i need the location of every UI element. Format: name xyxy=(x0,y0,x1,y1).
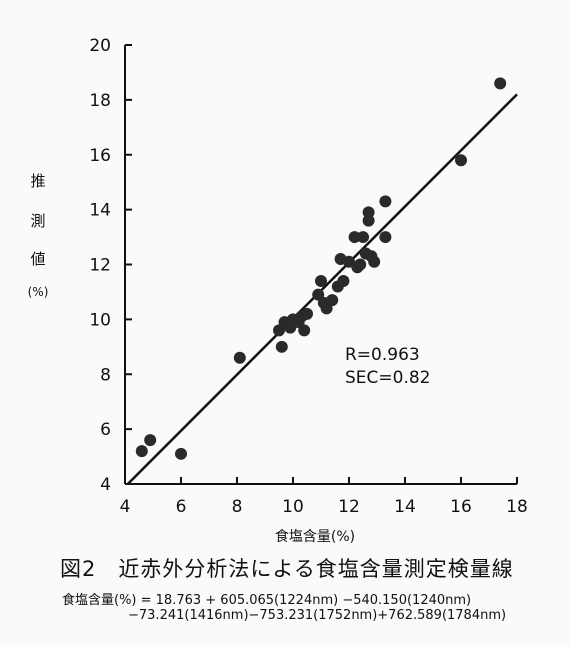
y-tick-label: 16 xyxy=(89,146,111,166)
x-axis-label: 食塩含量(%) xyxy=(275,528,355,545)
data-point xyxy=(275,340,288,353)
y-tick-label: 12 xyxy=(89,256,111,276)
x-tick-label: 6 xyxy=(176,497,187,517)
data-point xyxy=(354,258,367,271)
y-tick-label: 8 xyxy=(100,365,111,385)
y-tick-label: 18 xyxy=(89,91,111,111)
data-point xyxy=(298,324,311,337)
y-tick-label: 6 xyxy=(100,420,111,440)
data-point xyxy=(379,231,392,244)
scatter-chart: 4 6 8 10 12 14 16 18 20 4 6 8 10 12 14 16 18 推測値 (%) 食塩含量(%… xyxy=(28,36,528,545)
data-point xyxy=(368,255,381,268)
x-tick-label: 10 xyxy=(282,497,304,517)
x-tick-label: 8 xyxy=(232,497,243,517)
data-point xyxy=(144,434,157,447)
data-point xyxy=(379,195,392,208)
data-point xyxy=(494,77,507,90)
figure-caption: 図2 近赤外分析法による食塩含量測定検量線 xyxy=(60,557,514,581)
x-tick-label: 12 xyxy=(338,497,360,517)
data-point xyxy=(315,274,327,287)
data-point xyxy=(326,294,339,307)
x-tick-label: 18 xyxy=(506,497,528,517)
data-point xyxy=(175,447,187,460)
x-tick-label: 14 xyxy=(394,497,416,517)
y-axis-label-char: 推 xyxy=(30,172,45,190)
data-point xyxy=(233,351,246,364)
y-axis-label-char: 値 xyxy=(30,250,45,268)
y-tick-label: 14 xyxy=(89,201,111,221)
data-point xyxy=(337,274,350,287)
formula-line-2: −73.241(1416nm)−753.231(1752nm)+762.589(… xyxy=(128,608,507,623)
regression-line xyxy=(126,93,518,485)
y-axis-label-char: 測 xyxy=(30,212,45,230)
y-axis-label-char: (%) xyxy=(28,285,49,299)
data-point xyxy=(135,445,148,458)
chart-labels: 4 6 8 10 12 14 16 18 20 4 6 8 10 12 14 16 18 推測値 (%) 食塩含量(%… xyxy=(28,36,528,545)
formula-line-1: 食塩含量(%) = 18.763 + 605.065(1224nm) −540.… xyxy=(62,593,472,608)
data-point xyxy=(348,231,361,244)
data-point xyxy=(301,307,313,320)
axes xyxy=(124,44,518,485)
x-tick-label: 16 xyxy=(450,497,472,517)
regression-line-layer xyxy=(126,93,518,485)
y-tick-label: 4 xyxy=(100,475,111,495)
data-point xyxy=(357,231,369,244)
data-point xyxy=(362,206,375,219)
data-points xyxy=(135,77,507,460)
y-tick-label: 20 xyxy=(89,36,111,56)
data-point xyxy=(455,154,467,167)
x-tick-label: 4 xyxy=(120,497,131,517)
data-point xyxy=(362,214,375,227)
r-value-annotation: R=0.963 xyxy=(345,345,420,365)
sec-value-annotation: SEC=0.82 xyxy=(345,368,431,388)
y-tick-label: 10 xyxy=(89,310,111,330)
